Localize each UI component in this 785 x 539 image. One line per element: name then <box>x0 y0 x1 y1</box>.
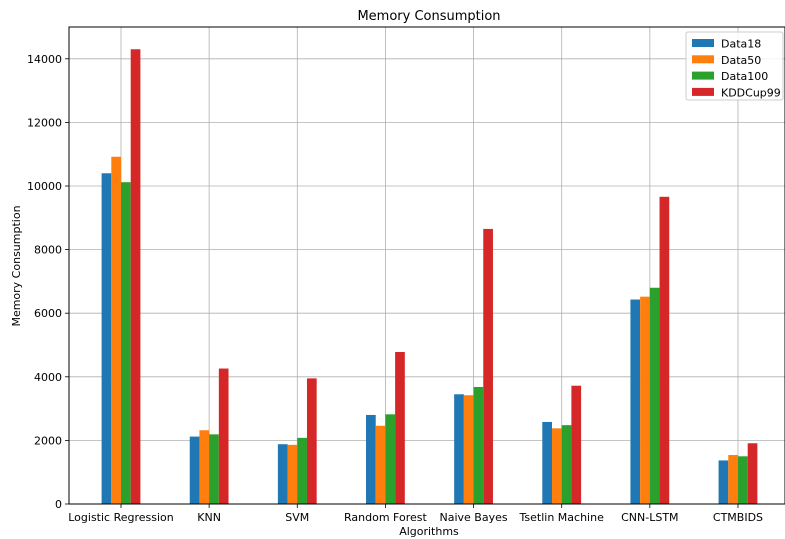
bar-kddcup99 <box>306 378 317 504</box>
bar-kddcup99 <box>571 385 582 504</box>
legend-swatch <box>692 55 714 64</box>
bar-data18 <box>277 444 288 504</box>
legend-label: Data100 <box>721 70 768 83</box>
x-tick-label: CTMBIDS <box>713 511 763 524</box>
legend-label: Data18 <box>721 38 761 51</box>
bar-data100 <box>561 425 572 504</box>
legend-box <box>685 31 784 101</box>
bar-data18 <box>101 173 112 504</box>
bar-kddcup99 <box>747 443 758 504</box>
bar-data100 <box>209 434 219 504</box>
bar-data50 <box>728 455 738 504</box>
bar-data50 <box>463 395 474 504</box>
bar-kddcup99 <box>395 351 405 504</box>
bar-data50 <box>287 444 298 504</box>
x-tick-label: KNN <box>197 511 221 524</box>
bar-data18 <box>630 299 641 504</box>
bar-data100 <box>297 437 307 504</box>
legend-swatch <box>692 87 714 96</box>
legend-label: KDDCup99 <box>721 86 781 99</box>
x-axis-label: Algorithms <box>399 525 459 538</box>
bar-data18 <box>718 460 729 504</box>
bar-kddcup99 <box>130 49 141 504</box>
bar-kddcup99 <box>483 228 493 504</box>
y-tick-label: 10000 <box>27 180 62 193</box>
chart-title: Memory Consumption <box>357 9 500 24</box>
bars <box>101 49 758 504</box>
legend: Data18 Data50 Data100 KDDCup99 <box>685 31 784 101</box>
bar-data18 <box>454 394 464 504</box>
bar-data100 <box>649 287 660 504</box>
bar-data100 <box>121 182 131 504</box>
bar-data50 <box>199 430 210 504</box>
y-tick-label: 8000 <box>34 244 62 257</box>
bar-data18 <box>189 436 200 504</box>
grid-lines <box>69 27 785 505</box>
x-tick-label: Logistic Regression <box>68 511 174 524</box>
legend-swatch <box>692 39 714 47</box>
y-tick-label: 2000 <box>34 434 62 447</box>
x-tick-label: SVM <box>285 511 309 524</box>
y-axis-label: Memory Consumption <box>10 205 23 326</box>
bar-kddcup99 <box>659 196 670 504</box>
x-tick-label: Naive Bayes <box>440 511 508 524</box>
bar-data100 <box>385 414 396 504</box>
y-axis-ticks: 0 2000 4000 6000 8000 10000 12000 14000 <box>27 53 69 511</box>
y-tick-label: 4000 <box>34 371 62 384</box>
y-tick-label: 0 <box>55 498 62 511</box>
bar-data50 <box>640 296 650 504</box>
bar-data50 <box>375 425 386 504</box>
x-axis-ticks: Logistic Regression KNN SVM Random Forest Na… <box>68 504 763 524</box>
bar-data50 <box>552 428 562 504</box>
bar-data18 <box>366 414 376 504</box>
bar-data100 <box>737 456 748 504</box>
x-tick-label: CNN-LSTM <box>621 511 678 524</box>
bar-data18 <box>542 421 552 504</box>
legend-swatch <box>692 71 714 80</box>
y-tick-label: 14000 <box>27 53 62 66</box>
y-tick-label: 6000 <box>34 307 62 320</box>
bar-data100 <box>473 386 484 504</box>
plot-frame <box>68 26 785 505</box>
bar-kddcup99 <box>218 368 229 504</box>
x-tick-label: Tsetlin Machine <box>519 511 605 524</box>
legend-label: Data50 <box>721 54 761 67</box>
y-tick-label: 12000 <box>27 116 62 129</box>
x-tick-label: Random Forest <box>344 511 427 524</box>
bar-data50 <box>111 156 121 504</box>
